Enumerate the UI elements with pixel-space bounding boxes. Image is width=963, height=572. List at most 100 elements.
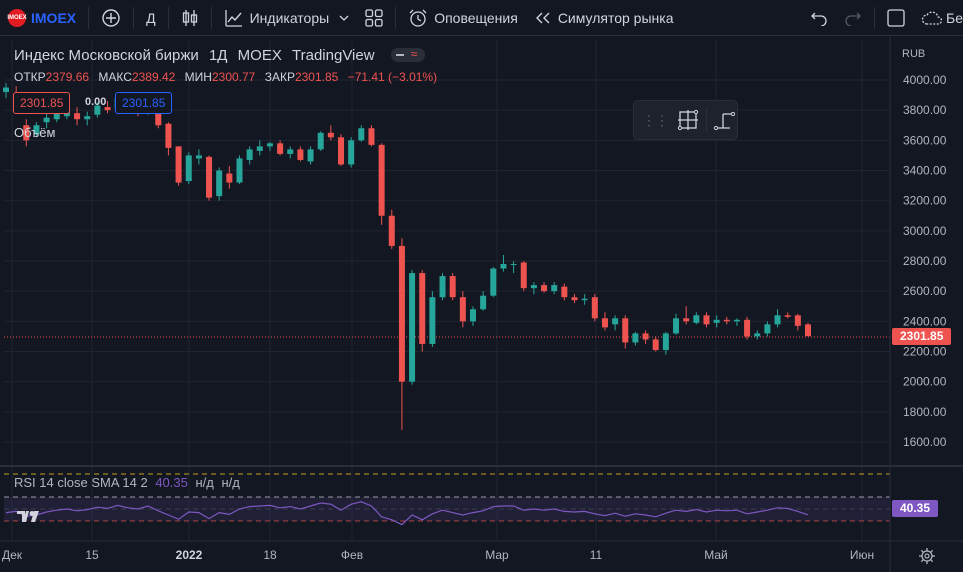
candle-body xyxy=(398,245,405,382)
ohlc-readout: ОТКР2379.66 МАКС2389.42 МИН2300.77 ЗАКР2… xyxy=(14,70,437,84)
chart-type-button[interactable] xyxy=(173,0,207,36)
drag-handle-icon[interactable]: ⋮⋮ xyxy=(642,111,669,128)
templates-button[interactable] xyxy=(357,0,391,36)
date-range-tool-icon[interactable] xyxy=(713,105,737,135)
candle-body xyxy=(561,286,568,298)
candle xyxy=(591,294,598,322)
candle-body xyxy=(297,149,304,160)
indicators-button[interactable]: Индикаторы xyxy=(216,0,358,36)
candle-body xyxy=(601,318,608,328)
candle-body xyxy=(591,297,598,319)
candle xyxy=(500,254,507,272)
candle-body xyxy=(632,333,639,343)
chart-grid xyxy=(4,40,890,541)
divider xyxy=(167,6,169,29)
candle xyxy=(287,146,294,159)
last-price-tag: 2301.85 xyxy=(892,328,952,345)
candle-body xyxy=(754,333,761,337)
symbol-search[interactable]: IMOEX IMOEX xyxy=(0,0,84,36)
candle-body xyxy=(662,333,669,350)
rsi-level-lines xyxy=(4,473,890,522)
candle xyxy=(459,291,466,328)
candle-body xyxy=(43,117,50,123)
candle xyxy=(601,312,608,331)
low-value: 2300.77 xyxy=(211,70,256,84)
time-axis[interactable]: Дек 15 2022 18 Фев Мар 11 Май Июн xyxy=(2,548,874,562)
time-tick-label: 2022 xyxy=(176,548,203,562)
legend-exchange: MOEX xyxy=(237,47,282,64)
candle-body xyxy=(338,137,345,165)
candle-body xyxy=(774,315,781,325)
price-range-tool-icon[interactable] xyxy=(676,105,700,135)
candle-body xyxy=(500,264,507,269)
candle xyxy=(703,312,710,328)
settings-gear-icon[interactable] xyxy=(919,548,935,564)
candle-body xyxy=(195,155,202,159)
candle xyxy=(3,83,9,99)
candle xyxy=(246,146,253,165)
sell-button[interactable]: 2301.85 xyxy=(13,92,71,114)
price-chart[interactable]: RUB 4000.00 3800.00 3600.00 3400.00 3200.00 3… xyxy=(0,37,963,572)
symbol-name: IMOEX xyxy=(31,9,77,26)
rsi-legend[interactable]: RSI 14 close SMA 14 2 40.35 н/д н/д xyxy=(14,475,240,490)
floating-drawing-toolbar: ⋮⋮ xyxy=(633,100,738,140)
spread-value: 0.00 xyxy=(85,96,107,108)
volume-legend[interactable]: Объём xyxy=(14,125,56,140)
chart-legend-title[interactable]: Индекс Московской биржи 1Д MOEX TradingV… xyxy=(14,47,425,64)
candle xyxy=(642,330,649,344)
close-value: 2301.85 xyxy=(294,70,339,84)
price-axis[interactable]: 4000.00 3800.00 3600.00 3400.00 3200.00 3000.… xyxy=(903,73,947,449)
candle-body xyxy=(226,173,233,183)
candle-body xyxy=(3,87,9,93)
candle xyxy=(104,101,111,114)
candle xyxy=(419,270,426,352)
candle-body xyxy=(256,146,263,151)
candle xyxy=(693,312,700,325)
candle-body xyxy=(612,318,619,325)
compare-button[interactable] xyxy=(93,0,129,36)
status-toggle[interactable]: ≈ xyxy=(390,47,425,63)
candle-body xyxy=(378,144,385,216)
candle-body xyxy=(287,149,294,154)
candle-body xyxy=(693,315,700,323)
close-label: ЗАКР xyxy=(264,70,295,84)
price-tick-label: 3200.00 xyxy=(903,194,947,208)
buy-button[interactable]: 2301.85 xyxy=(115,92,173,114)
candle-body xyxy=(388,215,395,246)
candle xyxy=(317,131,324,151)
candle xyxy=(733,318,740,326)
candle xyxy=(571,294,578,304)
candle-body xyxy=(277,143,284,154)
undo-button[interactable] xyxy=(802,0,836,36)
candle xyxy=(551,282,558,295)
chevron-down-icon xyxy=(339,14,349,22)
replay-button[interactable]: Симулятор рынка xyxy=(526,0,682,36)
save-cloud-button[interactable]: Бе xyxy=(913,0,963,36)
price-tick-label: 2800.00 xyxy=(903,254,947,268)
plus-circle-icon xyxy=(101,8,121,28)
status-dot-icon xyxy=(395,54,404,57)
interval-button[interactable]: Д xyxy=(138,0,163,36)
top-toolbar: IMOEX IMOEX Д Индикаторы Оповещ xyxy=(0,0,963,36)
candle-body xyxy=(530,285,537,289)
layout-button[interactable] xyxy=(879,0,913,36)
candle-body xyxy=(480,295,487,310)
candle xyxy=(429,291,436,347)
candle xyxy=(754,330,761,340)
candle-body xyxy=(236,158,243,183)
candle-body xyxy=(541,285,548,292)
candle xyxy=(622,315,629,349)
candle xyxy=(43,111,50,129)
candle-body xyxy=(764,324,771,334)
candle-body xyxy=(358,128,365,141)
candle-body xyxy=(206,156,213,198)
redo-button[interactable] xyxy=(836,0,870,36)
price-tick-label: 3800.00 xyxy=(903,103,947,117)
alerts-button[interactable]: Оповещения xyxy=(400,0,526,36)
divider xyxy=(395,6,397,29)
candle xyxy=(774,309,781,328)
candle-body xyxy=(175,146,182,183)
candle xyxy=(449,273,456,301)
candle-body xyxy=(794,315,801,326)
candle-body xyxy=(33,125,40,135)
